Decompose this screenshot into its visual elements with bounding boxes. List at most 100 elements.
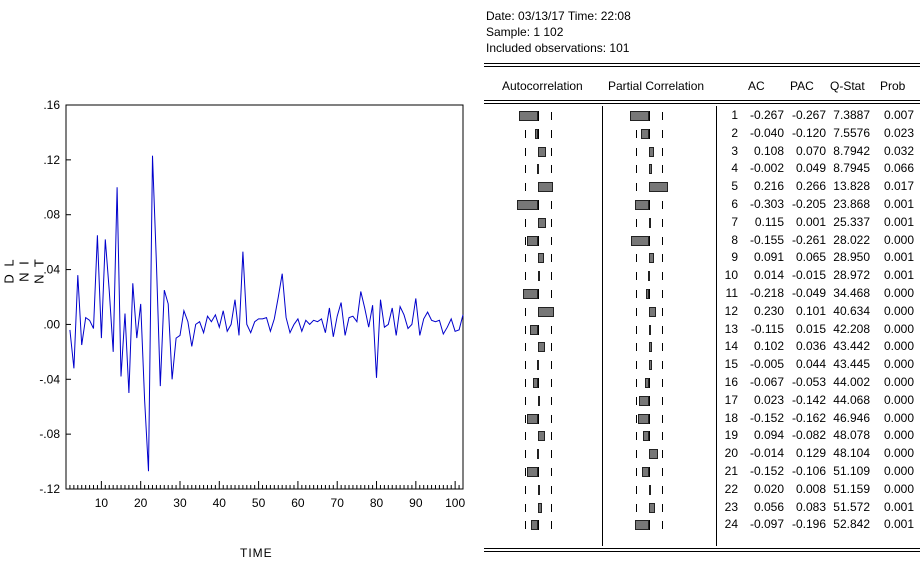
ac-bar xyxy=(516,200,538,210)
confidence-bound-mark xyxy=(636,379,637,387)
pac-bar xyxy=(649,306,657,317)
zero-line-mark xyxy=(649,378,650,388)
ac-bar xyxy=(538,431,545,442)
ac-value: -0.155 xyxy=(749,232,784,247)
confidence-bound-mark xyxy=(551,503,552,512)
confidence-bound-mark xyxy=(662,272,663,281)
confidence-bound-mark xyxy=(551,218,552,227)
ac-bar xyxy=(538,146,546,157)
pac-value: -0.261 xyxy=(791,232,826,247)
ac-value: -0.115 xyxy=(750,321,784,336)
confidence-bound-mark xyxy=(662,325,663,334)
prob-value: 0.000 xyxy=(883,375,914,389)
pac-bar xyxy=(649,182,668,193)
confidence-bound-mark xyxy=(525,325,526,334)
confidence-bound-mark xyxy=(551,236,552,245)
header-partial-correlation: Partial Correlation xyxy=(608,79,705,93)
prob-value: 0.001 xyxy=(883,268,914,283)
confidence-bound-mark xyxy=(636,129,637,138)
confidence-bound-mark xyxy=(525,361,526,370)
zero-line-mark xyxy=(538,520,539,531)
lag-number: 10 xyxy=(724,268,738,283)
qstat-value: 7.3887 xyxy=(833,108,870,122)
prob-value: 0.032 xyxy=(883,143,914,158)
lag-number: 11 xyxy=(725,286,738,300)
confidence-bound-mark xyxy=(551,112,552,120)
confidence-bound-mark xyxy=(662,307,663,316)
confidence-bound-mark xyxy=(636,503,637,512)
x-tick-label: 100 xyxy=(445,496,465,510)
zero-line-mark xyxy=(649,395,650,406)
qstat-value: 40.634 xyxy=(833,303,870,318)
confidence-bound-mark xyxy=(636,183,637,192)
pac-value: -0.267 xyxy=(791,108,826,122)
confidence-bound-mark xyxy=(636,396,637,405)
prob-value: 0.000 xyxy=(883,464,914,478)
lag-number: 1 xyxy=(731,108,738,122)
qstat-value: 8.7942 xyxy=(833,143,870,158)
confidence-bound-mark xyxy=(525,414,526,423)
confidence-bound-mark xyxy=(636,485,637,494)
qstat-value: 44.068 xyxy=(833,392,870,407)
ac-value: -0.040 xyxy=(749,125,784,140)
zero-line-mark xyxy=(538,378,539,388)
confidence-bound-mark xyxy=(636,218,637,227)
ac-bar xyxy=(537,360,539,371)
confidence-bound-mark xyxy=(525,468,526,476)
x-tick-label: 60 xyxy=(291,496,305,510)
lag-number: 12 xyxy=(724,303,738,318)
x-tick-label: 20 xyxy=(134,496,148,510)
pac-bar xyxy=(647,271,650,282)
qstat-value: 51.109 xyxy=(833,464,870,478)
qstat-value: 42.208 xyxy=(833,321,870,336)
x-tick-label: 50 xyxy=(252,496,266,510)
confidence-bound-mark xyxy=(525,236,526,245)
ac-value: 0.115 xyxy=(754,214,784,229)
zero-line-mark xyxy=(649,128,650,139)
confidence-bound-mark xyxy=(662,129,663,138)
qstat-value: 51.159 xyxy=(833,481,870,496)
prob-value: 0.000 xyxy=(883,410,914,425)
confidence-bound-mark xyxy=(551,272,552,281)
series-line xyxy=(69,155,464,472)
prob-value: 0.007 xyxy=(883,108,914,122)
pac-bar xyxy=(640,128,649,139)
confidence-bound-mark xyxy=(551,129,552,138)
ac-bar xyxy=(537,449,539,460)
ac-value: -0.152 xyxy=(749,410,784,425)
confidence-bound-mark xyxy=(551,361,552,370)
confidence-bound-mark xyxy=(662,485,663,494)
confidence-bound-mark xyxy=(525,432,526,441)
pac-value: 0.129 xyxy=(795,446,826,461)
pac-value: 0.036 xyxy=(795,339,826,354)
pac-value: -0.120 xyxy=(791,125,826,140)
qstat-value: 13.828 xyxy=(833,179,870,194)
prob-value: 0.000 xyxy=(883,357,914,372)
confidence-bound-mark xyxy=(525,129,526,138)
lag-number: 15 xyxy=(724,357,738,372)
ac-bar xyxy=(538,253,545,264)
qstat-value: 34.468 xyxy=(833,286,870,300)
pac-bar xyxy=(649,342,652,353)
confidence-bound-mark xyxy=(636,165,637,174)
prob-value: 0.023 xyxy=(883,125,914,140)
prob-value: 0.001 xyxy=(883,197,914,211)
header-bottom-rule-2 xyxy=(484,103,920,104)
confidence-bound-mark xyxy=(636,272,637,281)
qstat-value: 51.572 xyxy=(833,499,870,514)
pac-bar xyxy=(649,360,653,371)
confidence-bound-mark xyxy=(551,254,552,263)
ac-value: 0.014 xyxy=(753,268,784,283)
ac-value: 0.091 xyxy=(753,250,784,265)
confidence-bound-mark xyxy=(525,343,526,352)
confidence-bound-mark xyxy=(662,290,663,298)
pac-value: 0.083 xyxy=(795,499,826,514)
lag-number: 21 xyxy=(724,464,738,478)
zero-line-mark xyxy=(538,324,539,335)
pac-value: -0.049 xyxy=(791,286,826,300)
header-bottom-rule xyxy=(484,100,920,101)
ac-bar xyxy=(538,182,554,193)
confidence-bound-mark xyxy=(636,432,637,441)
lag-number: 16 xyxy=(724,375,738,389)
confidence-bound-mark xyxy=(551,290,552,298)
